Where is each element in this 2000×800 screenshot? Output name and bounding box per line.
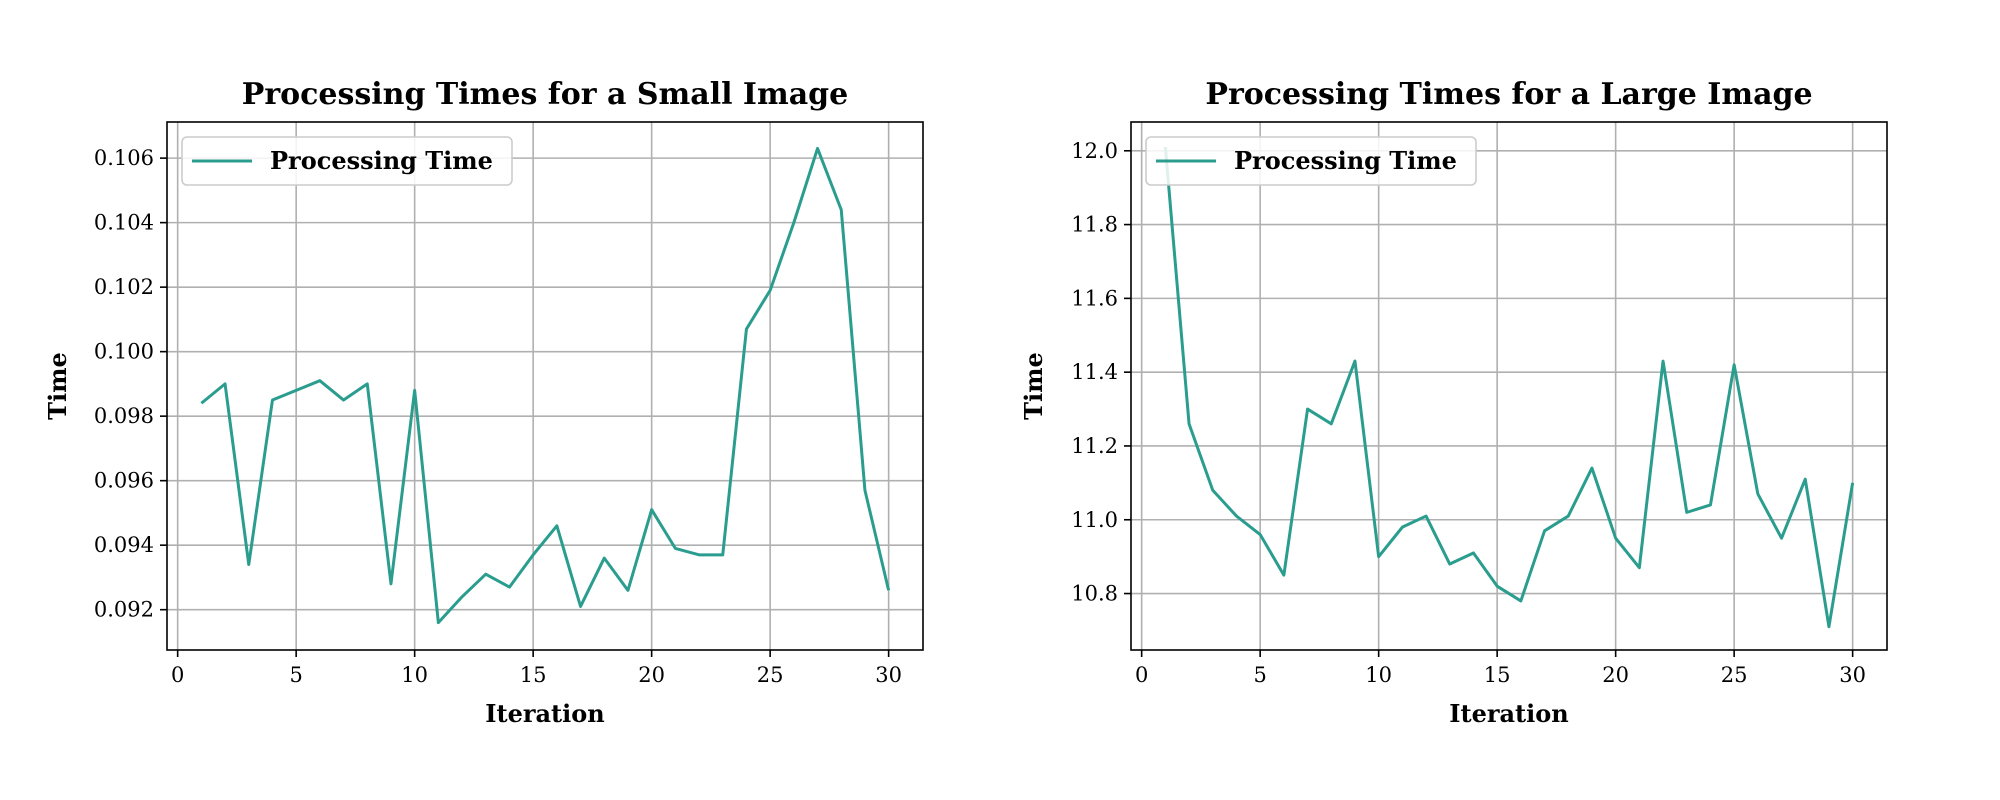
legend: Processing Time — [1145, 136, 1477, 186]
legend-box — [181, 136, 513, 186]
x-tick-label: 5 — [1253, 663, 1266, 687]
y-tick-label: 0.098 — [94, 404, 154, 428]
chart-large-image: 0 5 10 15 20 25 30 10.8 11.0 11.2 11.4 11.6 11.8 12.0… — [1019, 77, 1888, 728]
legend-label: Processing Time — [1234, 146, 1457, 175]
x-tick-label: 30 — [1839, 663, 1866, 687]
x-axis-label: Iteration — [1449, 699, 1568, 728]
y-tick-label: 0.104 — [94, 211, 154, 235]
x-axis-label: Iteration — [485, 699, 604, 728]
legend-label: Processing Time — [270, 146, 493, 175]
series-line-large — [1163, 146, 1855, 629]
y-tick-label: 12.0 — [1071, 139, 1118, 163]
plot-frame — [1130, 121, 1888, 651]
plot-frame — [166, 121, 924, 651]
x-tick-label: 20 — [1602, 663, 1629, 687]
x-tick-label: 10 — [401, 663, 428, 687]
y-tick-label: 0.100 — [94, 340, 154, 364]
y-tick-label: 11.0 — [1071, 508, 1118, 532]
x-tick-label: 15 — [520, 663, 547, 687]
y-tick-label: 11.4 — [1071, 360, 1118, 384]
legend-box — [1145, 136, 1477, 186]
chart-small-image: 0 5 10 15 20 25 30 0.092 0.094 0.096 0.098 0.100 0.1… — [43, 77, 924, 728]
x-tick-label: 0 — [1135, 663, 1148, 687]
x-tick-label: 0 — [171, 663, 184, 687]
x-tick-label: 5 — [289, 663, 302, 687]
y-tick-label: 0.092 — [94, 598, 154, 622]
y-tick-label: 11.6 — [1071, 286, 1118, 310]
x-tick-label: 25 — [757, 663, 784, 687]
series-line-small — [200, 146, 891, 625]
y-tick-label: 0.102 — [94, 275, 154, 299]
y-tick-label: 10.8 — [1071, 582, 1118, 606]
y-tick-label: 0.094 — [94, 533, 154, 557]
y-tick-label: 11.8 — [1071, 213, 1118, 237]
y-tick-label: 0.096 — [94, 469, 154, 493]
x-tick-label: 25 — [1721, 663, 1748, 687]
x-tick-label: 15 — [1484, 663, 1511, 687]
x-tick-label: 30 — [875, 663, 902, 687]
legend: Processing Time — [181, 136, 513, 186]
chart-title: Processing Times for a Small Image — [242, 77, 848, 112]
y-axis-label: Time — [1019, 352, 1048, 420]
y-axis-label: Time — [43, 352, 72, 420]
x-tick-label: 20 — [638, 663, 665, 687]
y-tick-label: 0.106 — [94, 146, 154, 170]
y-tick-label: 11.2 — [1071, 434, 1118, 458]
chart-title: Processing Times for a Large Image — [1205, 77, 1812, 112]
x-tick-label: 10 — [1365, 663, 1392, 687]
